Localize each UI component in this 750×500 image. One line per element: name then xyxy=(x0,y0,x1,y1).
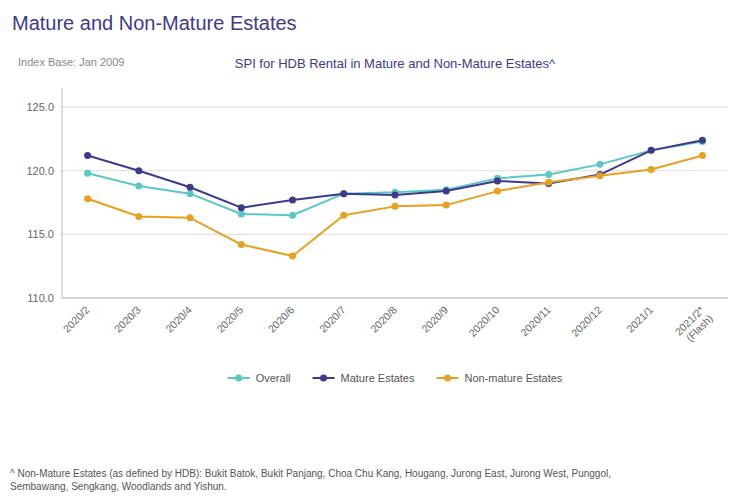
x-tick-label: 2020/3 xyxy=(112,303,143,334)
x-tick-label-line: 2020/8 xyxy=(368,303,399,334)
x-tick-label: 2020/7 xyxy=(317,303,348,334)
title: Mature and Non-Mature Estates xyxy=(12,12,297,34)
point xyxy=(340,190,347,197)
series-line xyxy=(88,155,703,256)
x-tick-label: 2021/2*(Flash) xyxy=(672,304,715,347)
legend-label: Overall xyxy=(256,372,291,384)
x-tick-label: 2020/8 xyxy=(368,303,399,334)
legend-item: Non-mature Estates xyxy=(437,372,563,384)
x-tick-label-line: 2020/9 xyxy=(419,303,450,334)
x-tick-label-line: 2020/4 xyxy=(163,303,194,334)
x-tick-label-line: 2020/7 xyxy=(317,303,348,334)
point xyxy=(238,204,245,211)
x-tick-label: 2020/6 xyxy=(265,303,296,334)
index-base: Index Base: Jan 2009 xyxy=(18,56,124,68)
x-axis-line xyxy=(62,298,728,299)
point xyxy=(596,172,603,179)
y-tick-label: 115.0 xyxy=(27,228,54,240)
x-tick-label-line: 2020/10 xyxy=(466,303,501,338)
point xyxy=(443,188,450,195)
point xyxy=(340,212,347,219)
x-tick-label-line: 2020/12 xyxy=(569,303,604,338)
point xyxy=(545,171,552,178)
legend-item: Mature Estates xyxy=(313,372,415,384)
point xyxy=(699,152,706,159)
point xyxy=(494,177,501,184)
point xyxy=(135,213,142,220)
x-tick-label-line: 2020/11 xyxy=(518,303,553,338)
y-tick-label: 120.0 xyxy=(26,165,54,177)
grid xyxy=(62,107,728,298)
point xyxy=(596,161,603,168)
footnote-line: Sembawang, Sengkang, Woodlands and Yishu… xyxy=(10,481,227,492)
x-tick-label: 2021/1 xyxy=(624,303,655,334)
legend-marker xyxy=(320,375,327,382)
point xyxy=(84,152,91,159)
point xyxy=(699,137,706,144)
subtitle: SPI for HDB Rental in Mature and Non-Mat… xyxy=(235,56,556,71)
point xyxy=(648,166,655,173)
point xyxy=(84,195,91,202)
footnote-line: ^ Non-Mature Estates (as defined by HDB)… xyxy=(10,468,611,479)
legend-marker xyxy=(444,375,451,382)
point xyxy=(443,202,450,209)
point xyxy=(289,253,296,260)
x-tick-label-line: 2020/2 xyxy=(60,303,91,334)
x-tick-label-line: 2020/3 xyxy=(112,303,143,334)
x-tick-label: 2020/11 xyxy=(518,303,553,338)
legend: Overall Mature Estates Non-mature Estates xyxy=(228,372,563,384)
y-axis-line xyxy=(62,88,63,298)
point xyxy=(494,188,501,195)
point xyxy=(238,241,245,248)
grid-line xyxy=(62,107,728,108)
grid-line xyxy=(62,298,728,299)
legend-label: Non-mature Estates xyxy=(465,372,563,384)
x-tick-label-line: 2020/5 xyxy=(214,303,245,334)
point xyxy=(187,214,194,221)
point xyxy=(289,197,296,204)
x-tick-label-line: 2020/6 xyxy=(265,303,296,334)
point xyxy=(135,167,142,174)
x-tick-label: 2020/10 xyxy=(466,303,501,338)
x-tick-label: 2020/12 xyxy=(569,303,604,338)
y-tick-label: 110.0 xyxy=(27,292,54,304)
series-line xyxy=(88,141,703,215)
point xyxy=(392,191,399,198)
point xyxy=(648,147,655,154)
x-tick-label-line: (Flash) xyxy=(683,312,715,344)
x-tick-label: 2020/5 xyxy=(214,303,245,334)
point xyxy=(187,184,194,191)
grid-line xyxy=(62,234,728,235)
y-tick-label: 125.0 xyxy=(26,101,54,113)
footnote: ^ Non-Mature Estates (as defined by HDB)… xyxy=(10,468,611,492)
point xyxy=(289,212,296,219)
chart: Mature and Non-Mature Estates Index Base:… xyxy=(0,0,750,500)
x-tick-label: 2020/2 xyxy=(60,303,91,334)
legend-item: Overall xyxy=(228,372,291,384)
point xyxy=(545,179,552,186)
point xyxy=(84,170,91,177)
x-tick-label: 2020/4 xyxy=(163,303,194,334)
point xyxy=(238,211,245,218)
legend-marker xyxy=(235,375,242,382)
legend-label: Mature Estates xyxy=(341,372,415,384)
x-tick-label-line: 2021/1 xyxy=(624,303,655,334)
point xyxy=(340,190,347,197)
point xyxy=(135,183,142,190)
point xyxy=(187,190,194,197)
point xyxy=(392,203,399,210)
grid-line xyxy=(62,170,728,171)
x-tick-label: 2020/9 xyxy=(419,303,450,334)
point xyxy=(648,147,655,154)
plot-area xyxy=(84,137,706,260)
